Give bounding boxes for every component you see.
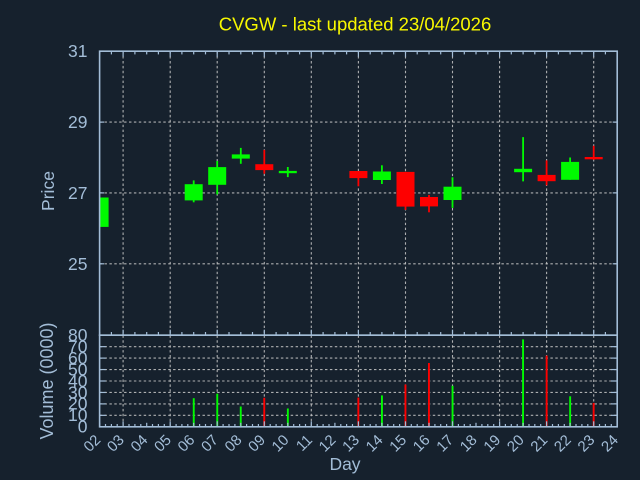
svg-text:Day: Day bbox=[329, 454, 360, 474]
svg-text:70: 70 bbox=[68, 336, 88, 356]
svg-text:27: 27 bbox=[68, 183, 87, 203]
svg-text:0: 0 bbox=[78, 417, 88, 437]
svg-text:20: 20 bbox=[68, 394, 88, 414]
svg-text:40: 40 bbox=[68, 371, 88, 391]
svg-text:80: 80 bbox=[68, 325, 88, 345]
svg-text:30: 30 bbox=[68, 382, 88, 402]
svg-text:CVGW - last updated 23/04/2026: CVGW - last updated 23/04/2026 bbox=[219, 14, 492, 35]
svg-text:Price: Price bbox=[38, 171, 58, 211]
svg-text:10: 10 bbox=[68, 405, 88, 425]
svg-text:25: 25 bbox=[68, 254, 87, 274]
svg-text:31: 31 bbox=[68, 41, 87, 61]
svg-text:Volume (0000): Volume (0000) bbox=[37, 322, 57, 439]
svg-text:50: 50 bbox=[68, 359, 88, 379]
svg-text:60: 60 bbox=[68, 348, 88, 368]
svg-text:29: 29 bbox=[68, 112, 87, 132]
